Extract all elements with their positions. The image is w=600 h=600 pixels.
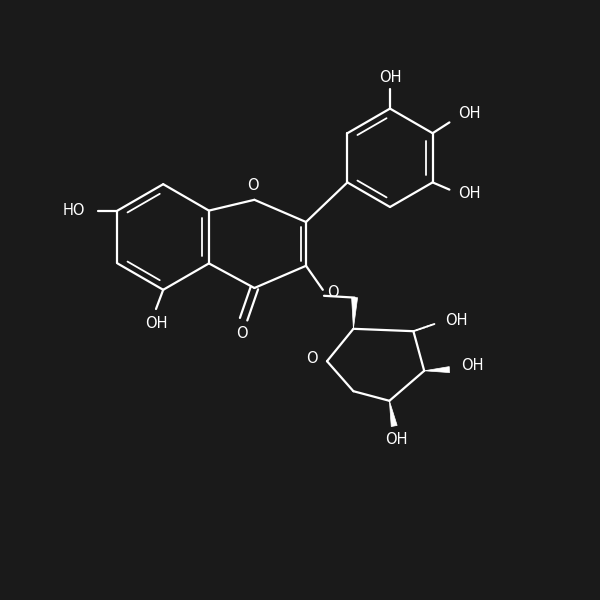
- Text: O: O: [327, 286, 339, 300]
- Text: O: O: [306, 350, 318, 365]
- Text: OH: OH: [145, 316, 167, 331]
- Text: OH: OH: [458, 107, 481, 121]
- Text: OH: OH: [385, 432, 408, 448]
- Text: O: O: [247, 178, 259, 193]
- Text: OH: OH: [445, 313, 468, 328]
- Text: OH: OH: [458, 185, 481, 200]
- Polygon shape: [352, 298, 358, 329]
- Text: OH: OH: [379, 70, 402, 85]
- Text: OH: OH: [461, 358, 484, 373]
- Polygon shape: [424, 367, 449, 373]
- Text: O: O: [236, 326, 248, 341]
- Text: HO: HO: [63, 203, 86, 218]
- Polygon shape: [389, 401, 397, 427]
